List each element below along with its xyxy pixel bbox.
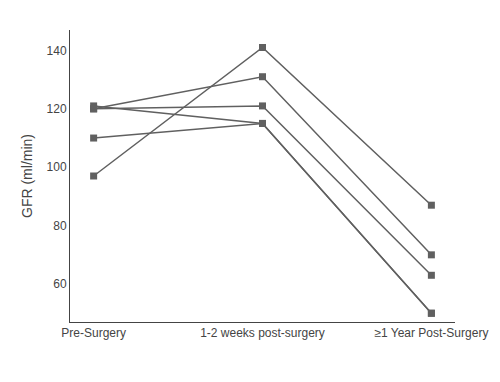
svg-text:80: 80 bbox=[53, 219, 67, 233]
svg-text:1-2 weeks post-surgery: 1-2 weeks post-surgery bbox=[200, 326, 325, 340]
svg-text:120: 120 bbox=[47, 102, 67, 116]
svg-text:GFR (ml/min): GFR (ml/min) bbox=[19, 134, 35, 218]
svg-text:Pre-Surgery: Pre-Surgery bbox=[61, 326, 126, 340]
svg-text:140: 140 bbox=[47, 44, 67, 58]
svg-text:100: 100 bbox=[47, 160, 67, 174]
svg-text:60: 60 bbox=[53, 277, 67, 291]
svg-text:≥1 Year Post-Surgery: ≥1 Year Post-Surgery bbox=[374, 326, 488, 340]
